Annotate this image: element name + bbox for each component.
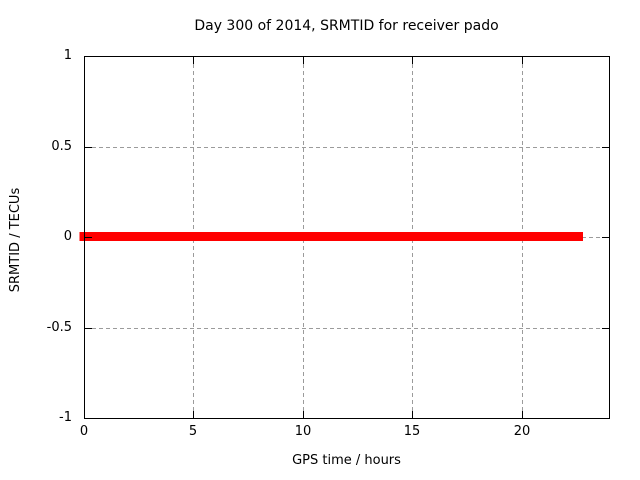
x-tick-label: 20 [513, 424, 531, 439]
plot-border [84, 56, 610, 419]
x-axis-label: GPS time / hours [292, 453, 401, 468]
x-tick-label: 5 [188, 424, 198, 439]
y-tick-label: 1 [63, 48, 72, 63]
x-tick-label: 0 [79, 424, 89, 439]
y-tick-label: -1 [59, 410, 72, 425]
y-tick-label: 0 [63, 229, 72, 244]
y-tick-label: 0.5 [51, 139, 72, 154]
chart-title: Day 300 of 2014, SRMTID for receiver pad… [194, 18, 499, 34]
x-tick-label: 15 [403, 424, 421, 439]
x-tick-label: 10 [294, 424, 312, 439]
y-tick-label: -0.5 [46, 320, 72, 335]
